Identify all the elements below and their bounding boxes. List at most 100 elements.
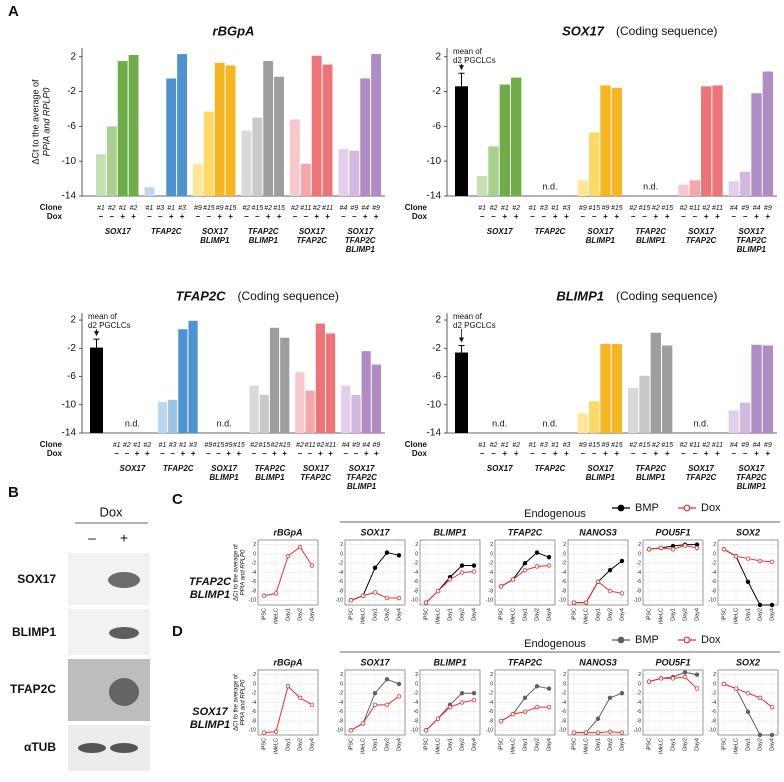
dox-label: – bbox=[732, 212, 737, 221]
point bbox=[595, 716, 601, 721]
x-tick-label: iPSC bbox=[498, 608, 504, 621]
dox-label: + bbox=[614, 212, 619, 221]
clone-label: #2 bbox=[123, 442, 131, 449]
y-tick-label: -2 bbox=[67, 343, 76, 354]
dox-label: – bbox=[693, 449, 698, 458]
bar bbox=[144, 187, 155, 196]
clone-label: #15 bbox=[611, 205, 623, 212]
x-tick-label: Day2 bbox=[757, 608, 763, 621]
point bbox=[733, 554, 739, 559]
dox-label: + bbox=[765, 212, 770, 221]
y-tick-label: -10 bbox=[62, 156, 77, 167]
dox-label: + bbox=[653, 449, 658, 458]
clone-label: #15 bbox=[588, 205, 600, 212]
dox-label: + bbox=[374, 449, 379, 458]
group-label: TFAP2C bbox=[635, 227, 666, 236]
plot-frame bbox=[494, 539, 556, 606]
bar bbox=[371, 54, 381, 196]
legend-label: BMP bbox=[635, 634, 659, 646]
dox-label: – bbox=[542, 212, 547, 221]
y-tick-label: -2 bbox=[339, 561, 344, 567]
dox-label: – bbox=[480, 449, 485, 458]
x-tick-label: Day2 bbox=[534, 608, 540, 621]
dox-label: – bbox=[693, 212, 698, 221]
y-tick-label: -10 bbox=[486, 598, 493, 604]
clone-label: #9 bbox=[741, 442, 749, 449]
blot-band bbox=[109, 627, 139, 639]
reference-label: mean of bbox=[88, 312, 118, 321]
bar bbox=[488, 146, 499, 196]
group-label: TFAP2C bbox=[163, 464, 194, 473]
point bbox=[297, 544, 303, 550]
y-tick-label: -4 bbox=[339, 700, 344, 706]
clone-label: #9 bbox=[764, 442, 772, 449]
group-label: TFAP2C bbox=[736, 473, 767, 482]
dox-axis-label: Dox bbox=[47, 449, 63, 458]
dox-label: + bbox=[272, 449, 277, 458]
dox-label: – bbox=[581, 449, 586, 458]
dox-label: – bbox=[592, 449, 597, 458]
y-tick-label: 0 bbox=[713, 551, 716, 557]
y-tick-label: -2 bbox=[712, 691, 717, 697]
blot-header: Dox bbox=[99, 504, 123, 519]
group-label: BLIMP1 bbox=[636, 473, 666, 482]
clone-label: #9 bbox=[602, 205, 610, 212]
section-header: Endogenous bbox=[524, 638, 586, 650]
x-tick-label: iMeLC bbox=[583, 738, 589, 754]
x-tick-label: Day4 bbox=[309, 608, 315, 621]
y-tick-label: -4 bbox=[339, 570, 344, 576]
dox-label: – bbox=[530, 212, 535, 221]
point bbox=[522, 561, 528, 566]
point bbox=[309, 563, 315, 568]
y-tick-label: -8 bbox=[489, 588, 494, 594]
bar bbox=[325, 333, 336, 433]
bar bbox=[157, 401, 168, 433]
group-label: SOX17 bbox=[688, 227, 714, 236]
bar bbox=[168, 399, 178, 433]
dox-label: + bbox=[665, 449, 670, 458]
point bbox=[273, 729, 279, 734]
legend-marker bbox=[617, 636, 625, 644]
dox-label: – bbox=[158, 212, 163, 221]
bar bbox=[589, 401, 600, 433]
group-label: BLIMP1 bbox=[249, 236, 279, 245]
group-label: BLIMP1 bbox=[737, 482, 767, 491]
dox-label: + bbox=[237, 449, 242, 458]
dox-label: + bbox=[564, 212, 569, 221]
x-tick-label: Day1 bbox=[595, 738, 601, 751]
clone-label: #2 bbox=[490, 205, 498, 212]
nd-label: n.d. bbox=[125, 418, 140, 428]
y-tick-label: 2 bbox=[490, 672, 493, 678]
x-tick-label: iMeLC bbox=[273, 608, 279, 624]
nd-label: n.d. bbox=[542, 181, 557, 191]
chart-title: POU5F1 bbox=[655, 527, 690, 537]
group-label: TFAP2C bbox=[248, 227, 279, 236]
dox-label: + bbox=[614, 449, 619, 458]
x-tick-label: iPSC bbox=[348, 608, 354, 621]
clone-label: #4 bbox=[342, 442, 350, 449]
point bbox=[607, 567, 613, 573]
point bbox=[384, 702, 390, 708]
dox-label: – bbox=[99, 212, 104, 221]
y-tick-label: 2 bbox=[563, 542, 566, 548]
clone-label: #2 bbox=[512, 205, 520, 212]
bar bbox=[269, 327, 280, 433]
dox-label: – bbox=[530, 449, 535, 458]
panel-label: A bbox=[8, 3, 19, 20]
row-label: BLIMP1 bbox=[190, 589, 230, 601]
point bbox=[309, 702, 315, 708]
x-tick-label: iPSC bbox=[646, 608, 652, 621]
dox-label: + bbox=[553, 212, 558, 221]
dox-label: – bbox=[262, 449, 267, 458]
point bbox=[745, 709, 751, 714]
bar bbox=[611, 344, 622, 433]
point bbox=[384, 677, 390, 682]
bar bbox=[305, 390, 315, 433]
point bbox=[607, 729, 613, 734]
dox-label: + bbox=[564, 449, 569, 458]
point bbox=[619, 558, 625, 564]
y-tick-label: -10 bbox=[559, 728, 566, 734]
bar bbox=[589, 132, 600, 196]
bar bbox=[371, 364, 381, 433]
x-tick-label: Day1 bbox=[522, 738, 528, 751]
